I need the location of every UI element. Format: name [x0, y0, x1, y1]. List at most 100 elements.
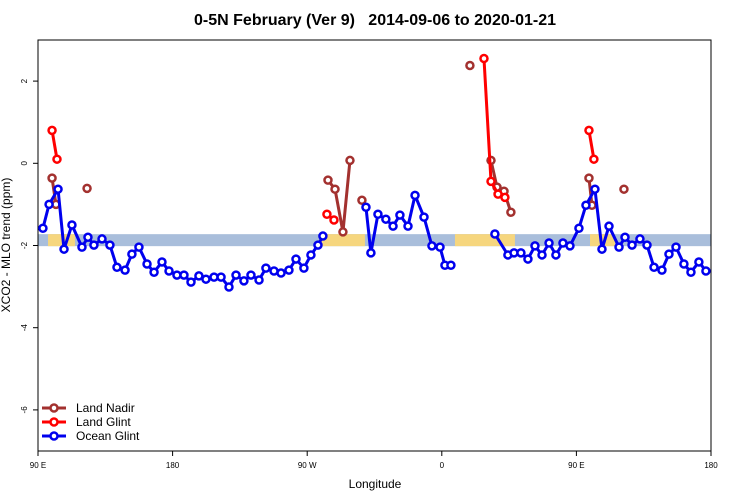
- point: [299, 263, 309, 273]
- point: [642, 240, 652, 250]
- point: [164, 266, 174, 276]
- x-tick-label: 90 W: [298, 461, 317, 470]
- point: [486, 176, 496, 187]
- y-tick-label: -4: [20, 324, 29, 332]
- point: [322, 209, 332, 220]
- point: [686, 267, 696, 277]
- land-band: [319, 234, 365, 247]
- legend-label: Land Glint: [76, 415, 131, 429]
- point: [44, 199, 54, 210]
- point: [323, 175, 333, 185]
- y-tick-label: 0: [20, 161, 29, 166]
- point: [53, 184, 63, 194]
- point: [506, 207, 516, 217]
- point: [537, 250, 547, 260]
- point: [366, 248, 376, 258]
- point: [523, 254, 533, 264]
- point: [134, 242, 144, 252]
- x-tick-label: 180: [704, 461, 718, 470]
- point: [590, 184, 600, 194]
- point: [627, 240, 637, 250]
- y-tick-label: 2: [20, 78, 29, 83]
- point: [619, 184, 629, 194]
- x-tick-label: 90 E: [30, 461, 46, 470]
- point: [157, 257, 167, 267]
- point: [231, 270, 241, 280]
- point: [52, 154, 62, 164]
- point: [38, 223, 48, 233]
- point: [500, 192, 510, 203]
- point: [67, 220, 77, 230]
- point: [584, 125, 594, 136]
- point: [679, 259, 689, 269]
- point: [589, 154, 599, 164]
- point: [47, 173, 57, 183]
- point: [97, 234, 107, 244]
- point: [77, 242, 87, 252]
- point: [186, 277, 196, 287]
- point: [649, 262, 659, 273]
- point: [120, 265, 130, 275]
- point: [291, 254, 301, 264]
- point: [224, 282, 234, 292]
- point: [694, 257, 704, 267]
- legend-label: Ocean Glint: [76, 429, 140, 443]
- point: [254, 275, 264, 285]
- point: [427, 241, 437, 251]
- point: [403, 221, 413, 231]
- point: [581, 200, 591, 210]
- point: [201, 274, 211, 284]
- land-band: [454, 234, 515, 247]
- point: [239, 276, 249, 286]
- point: [544, 238, 554, 248]
- legend-marker: [49, 417, 59, 427]
- point: [83, 232, 93, 243]
- point: [671, 242, 681, 252]
- legend-label: Land Nadir: [76, 401, 135, 415]
- point: [284, 265, 294, 275]
- point: [142, 259, 152, 269]
- point: [465, 60, 475, 71]
- point: [59, 244, 69, 254]
- point: [105, 240, 115, 250]
- point: [551, 250, 561, 260]
- point: [584, 173, 594, 183]
- point: [89, 240, 99, 250]
- point: [112, 262, 122, 273]
- point: [381, 214, 391, 224]
- point: [306, 250, 316, 260]
- point: [179, 270, 189, 280]
- y-axis-label: XCO2 - MLO trend (ppm): [0, 178, 13, 313]
- point: [194, 271, 204, 281]
- point: [329, 215, 339, 225]
- point: [490, 229, 500, 239]
- point: [410, 190, 420, 201]
- point: [664, 249, 674, 259]
- point: [357, 195, 367, 206]
- point: [345, 155, 355, 166]
- point: [361, 202, 371, 213]
- point: [149, 267, 159, 277]
- series-line: [50, 58, 596, 222]
- point: [261, 263, 271, 273]
- y-tick-label: -6: [20, 406, 29, 414]
- y-tick-label: -2: [20, 241, 29, 249]
- point: [419, 212, 429, 222]
- chart-title: 0-5N February (Ver 9) 2014-09-06 to 2020…: [194, 12, 556, 29]
- point: [565, 241, 575, 251]
- x-tick-label: 90 E: [568, 461, 584, 470]
- point: [338, 227, 348, 237]
- x-tick-label: 0: [440, 461, 445, 470]
- point: [597, 244, 607, 254]
- x-tick-label: 180: [166, 461, 180, 470]
- point: [216, 272, 226, 282]
- point: [246, 270, 256, 280]
- x-axis-label: Longitude: [349, 477, 402, 491]
- point: [657, 265, 667, 275]
- point: [574, 223, 584, 233]
- point: [479, 53, 489, 64]
- point: [516, 248, 526, 258]
- point: [635, 234, 645, 244]
- point: [313, 240, 323, 250]
